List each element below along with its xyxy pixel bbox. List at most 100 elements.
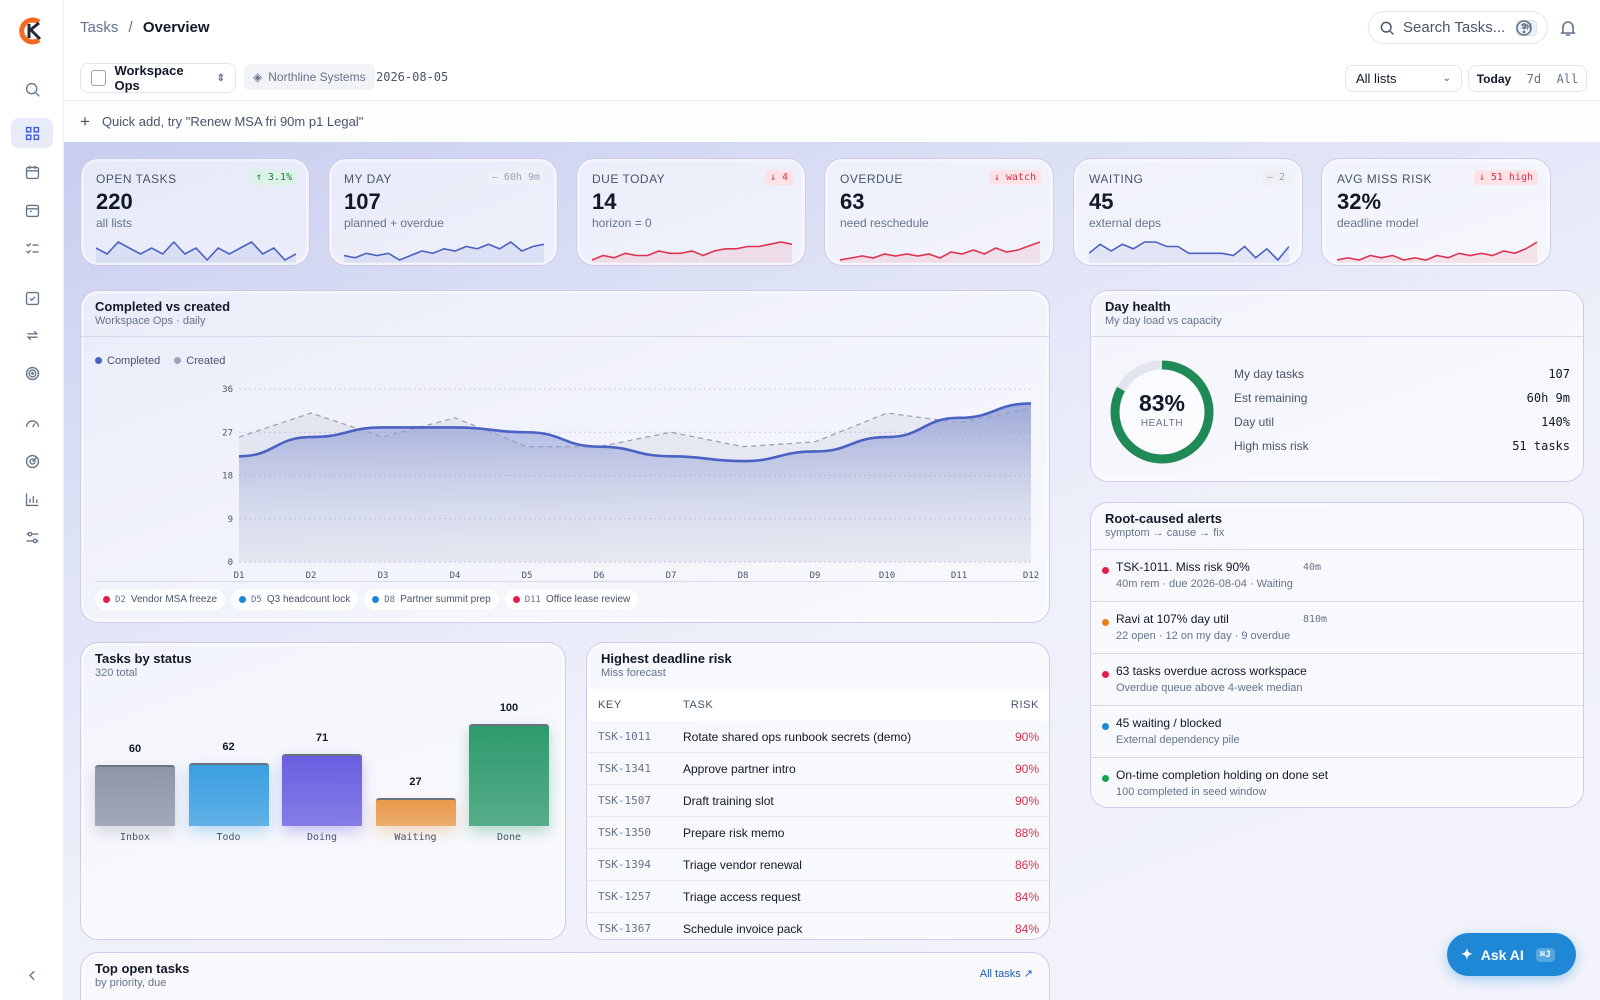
risk-row[interactable]: TSK-1367 Schedule invoice pack 84% (587, 913, 1049, 939)
alert-item[interactable]: Ravi at 107% day util 810m 22 open · 12 on… (1091, 601, 1583, 653)
risk-row[interactable]: TSK-1507 Draft training slot 90% (587, 785, 1049, 817)
search-icon[interactable] (11, 74, 53, 104)
alert-title: 45 waiting / blocked (1116, 716, 1222, 730)
kpi-value: 32% (1337, 189, 1382, 214)
kpi-card-1[interactable]: MY DAY 107 planned + overdue — 60h 9m (328, 158, 558, 266)
calendar-day-icon[interactable] (11, 195, 53, 225)
kpi-card-0[interactable]: OPEN TASKS 220 all lists ↑ 3.1% (80, 158, 310, 266)
annotation-chip[interactable]: D5 Q3 headcount lock (231, 589, 359, 610)
target-icon[interactable] (11, 358, 53, 388)
risk-row[interactable]: TSK-1011 Rotate shared ops runbook secret… (587, 721, 1049, 753)
gauge-icon[interactable] (11, 408, 53, 438)
task-check-icon[interactable] (11, 283, 53, 313)
kpi-card-5[interactable]: AVG MISS RISK 32% deadline model ↓ 51 high (1321, 158, 1551, 266)
status-bar[interactable] (188, 762, 269, 826)
risk-key[interactable]: TSK-1350 (598, 826, 651, 839)
risk-key[interactable]: TSK-1367 (598, 922, 651, 935)
breadcrumb: Tasks / Overview (80, 19, 210, 36)
health-row-label: High miss risk (1234, 439, 1309, 453)
risk-table-header: KEY TASK RISK (587, 689, 1049, 721)
status-bar[interactable] (469, 724, 549, 826)
range-all[interactable]: All (1556, 71, 1579, 86)
x-tick-label: D9 (810, 571, 821, 581)
all-tasks-link[interactable]: All tasks ↗ (979, 968, 1033, 980)
health-row: Day util 140% (1234, 415, 1570, 429)
sliders-icon[interactable] (11, 522, 53, 552)
ask-ai-shortcut: ⌘J (1535, 947, 1555, 962)
range-7d[interactable]: 7d (1526, 71, 1542, 86)
risk-value: 84% (1014, 921, 1039, 936)
alert-item[interactable]: 63 tasks overdue across workspace Overdue… (1091, 653, 1583, 705)
risk-key[interactable]: TSK-1394 (598, 858, 651, 871)
risk-key[interactable]: TSK-1257 (598, 890, 651, 903)
quick-add-input[interactable]: + Quick add, try "Renew MSA fri 90m p1 L… (64, 101, 1600, 142)
annotation-label: Partner summit prep (400, 594, 491, 605)
kpi-subtitle: horizon = 0 (592, 216, 652, 230)
breadcrumb-root[interactable]: Tasks (80, 19, 119, 36)
alert-title: Ravi at 107% day util (1116, 612, 1229, 626)
annotation-dot (103, 596, 110, 603)
kpi-delta-badge: — 60h 9m (486, 170, 545, 185)
alert-meta: 810m (1303, 614, 1328, 625)
kpi-sparkline (840, 241, 1040, 263)
risk-task: Prepare risk memo (683, 825, 785, 840)
risk-key[interactable]: TSK-1341 (598, 762, 651, 775)
risk-row[interactable]: TSK-1394 Triage vendor renewal 86% (587, 849, 1049, 881)
risk-row[interactable]: TSK-1257 Triage access request 84% (587, 881, 1049, 913)
alert-item[interactable]: TSK-1011. Miss risk 90% 40m 40m rem · due … (1091, 549, 1583, 601)
completed-area (239, 403, 1031, 562)
alert-subtitle: 40m rem · due 2026-08-04 · Waiting (1116, 578, 1293, 590)
checklist-icon[interactable] (11, 233, 53, 263)
header-task[interactable]: TASK (683, 699, 714, 711)
search-icon (1380, 21, 1394, 35)
kpi-card-4[interactable]: WAITING 45 external deps — 2 (1073, 158, 1303, 266)
kpi-card-2[interactable]: DUE TODAY 14 horizon = 0 ↓ 4 (576, 158, 806, 266)
workspace-selector[interactable]: Workspace Ops ⇕ (80, 63, 236, 93)
org-pill[interactable]: ◈ Northline Systems (244, 64, 375, 90)
status-bar[interactable] (282, 753, 362, 826)
range-today[interactable]: Today (1476, 71, 1512, 86)
legend-created[interactable]: Created (174, 355, 225, 367)
kpi-value: 14 (592, 189, 617, 214)
risk-task: Triage access request (683, 889, 801, 904)
dashboard-icon[interactable] (11, 118, 53, 148)
header-risk[interactable]: RISK (1010, 699, 1039, 711)
bar-label: Todo (216, 832, 241, 843)
annotation-chip[interactable]: D2 Vendor MSA freeze (95, 589, 226, 610)
chevron-left-icon[interactable] (11, 960, 53, 990)
status-bar[interactable] (95, 764, 175, 826)
risk-value: 90% (1014, 729, 1039, 744)
annotation-chip[interactable]: D11 Office lease review (504, 589, 639, 610)
list-select[interactable]: All lists ⌄ (1345, 65, 1462, 92)
legend-completed[interactable]: Completed (95, 355, 160, 367)
app-logo[interactable] (17, 16, 47, 46)
x-tick-label: D6 (594, 571, 605, 581)
health-row-label: Day util (1234, 415, 1275, 429)
annotation-dot (239, 596, 247, 603)
help-icon[interactable] (1514, 18, 1534, 38)
search-input[interactable]: Search Tasks... ⌘K (1368, 11, 1548, 44)
risk-task: Approve partner intro (683, 761, 796, 776)
annotation-chip[interactable]: D8 Partner summit prep (364, 589, 499, 610)
sparkline-area (592, 242, 792, 263)
repeat-icon[interactable] (11, 320, 53, 350)
risk-task: Triage vendor renewal (683, 857, 802, 872)
alert-item[interactable]: 45 waiting / blocked External dependency … (1091, 705, 1583, 757)
calendar-icon[interactable] (11, 157, 53, 187)
risk-row[interactable]: TSK-1341 Approve partner intro 90% (587, 753, 1049, 785)
sparkline-line (1089, 241, 1289, 262)
bell-icon[interactable] (1558, 18, 1578, 38)
risk-key[interactable]: TSK-1507 (598, 794, 651, 807)
bar-chart-icon[interactable] (11, 484, 53, 514)
bar-value: 27 (409, 776, 422, 789)
header-key[interactable]: KEY (598, 699, 622, 711)
status-bar[interactable] (375, 798, 456, 826)
ask-ai-button[interactable]: ✦ Ask AI ⌘J (1447, 933, 1576, 976)
risk-key[interactable]: TSK-1011 (598, 730, 651, 743)
root-caused-alerts-card: Root-caused alerts symptom → cause → fix… (1090, 502, 1584, 808)
alert-item[interactable]: On-time completion holding on done set 10… (1091, 757, 1583, 809)
kpi-card-3[interactable]: OVERDUE 63 need reschedule ↓ watch (824, 158, 1054, 266)
radar-icon[interactable] (11, 446, 53, 476)
risk-row[interactable]: TSK-1350 Prepare risk memo 88% (587, 817, 1049, 849)
kpi-label: OVERDUE (840, 172, 903, 186)
